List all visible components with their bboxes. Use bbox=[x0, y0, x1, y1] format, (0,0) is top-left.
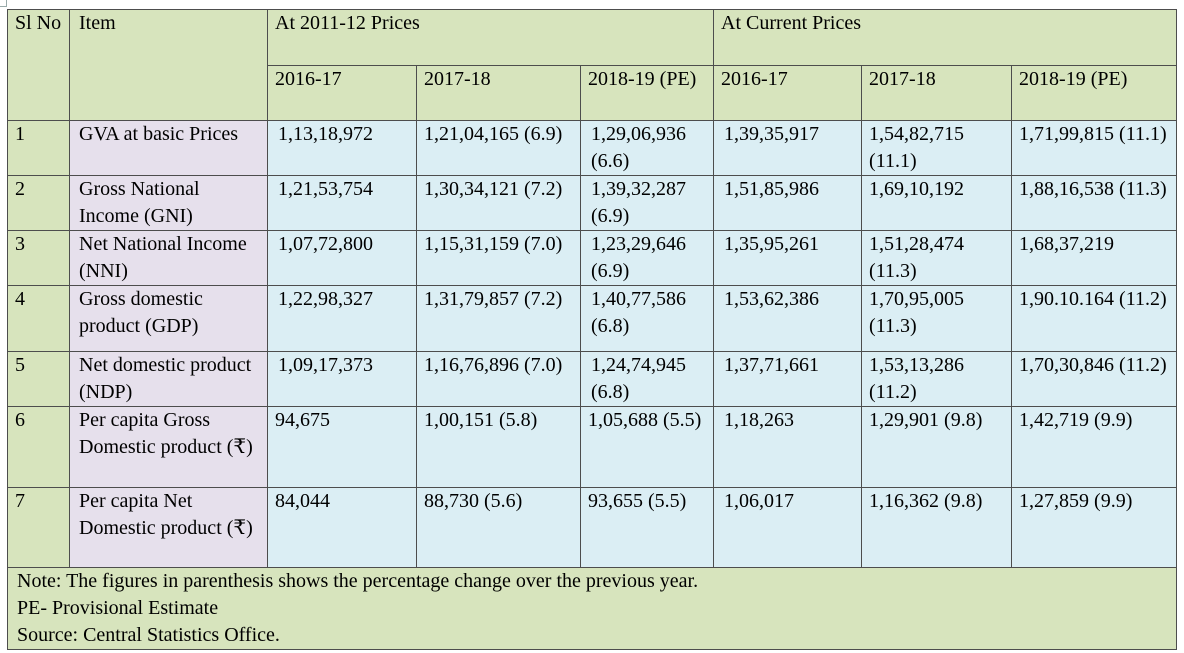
cell-value: 1,51,85,986 bbox=[713, 175, 863, 231]
cell-value: 1,90.10.164 (11.2) bbox=[1011, 285, 1178, 352]
cell-sl: 7 bbox=[7, 487, 70, 568]
cell-sl: 2 bbox=[7, 175, 70, 231]
header-year: 2017-18 bbox=[416, 65, 581, 121]
cell-item: Net domestic product (NDP) bbox=[69, 351, 268, 407]
cell-item: Gross domestic product (GDP) bbox=[69, 285, 268, 352]
cell-value: 1,42,719 (9.9) bbox=[1011, 406, 1178, 488]
cell-sl: 1 bbox=[7, 120, 70, 176]
cell-value: 1,70,30,846 (11.2) bbox=[1011, 351, 1178, 407]
corner-marker bbox=[0, 0, 7, 7]
cell-sl: 6 bbox=[7, 406, 70, 488]
cell-sl: 4 bbox=[7, 285, 70, 352]
header-row-groups: Sl No Item At 2011-12 Prices At Current … bbox=[7, 9, 1178, 121]
cell-value: 1,22,98,327 bbox=[267, 285, 417, 352]
cell-sl: 3 bbox=[7, 230, 70, 286]
table-row: 5 Net domestic product (NDP) 1,09,17,373… bbox=[7, 351, 1178, 407]
note-source: Source: Central Statistics Office. bbox=[17, 624, 280, 646]
note-text: Note: The figures in parenthesis shows t… bbox=[17, 570, 699, 592]
cell-value: 1,70,95,005 (11.3) bbox=[861, 285, 1013, 352]
cell-value: 1,13,18,972 bbox=[267, 120, 417, 176]
header-row-years: 2016-17 2017-18 2018-19 (PE) 2016-17 201… bbox=[8, 65, 1178, 121]
cell-value: 93,655 (5.5) bbox=[579, 487, 715, 568]
header-sl-no: Sl No bbox=[7, 9, 70, 121]
cell-value: 1,24,74,945 (6.8) bbox=[579, 351, 715, 407]
cell-item: Per capita Gross Domestic product (₹) bbox=[69, 406, 268, 488]
cell-value: 1,27,859 (9.9) bbox=[1011, 487, 1178, 568]
cell-value: 1,15,31,159 (7.0) bbox=[416, 230, 581, 286]
header-group-current: At Current Prices bbox=[713, 9, 1178, 66]
cell-value: 1,53,62,386 bbox=[713, 285, 863, 352]
table-row: 7 Per capita Net Domestic product (₹) 84… bbox=[7, 487, 1178, 568]
table-row: 3 Net National Income (NNI) 1,07,72,800 … bbox=[7, 230, 1178, 286]
table-row: 4 Gross domestic product (GDP) 1,22,98,3… bbox=[7, 285, 1178, 352]
cell-value: 1,31,79,857 (7.2) bbox=[416, 285, 581, 352]
header-group-constant: At 2011-12 Prices bbox=[266, 9, 715, 66]
cell-value: 1,39,32,287 (6.9) bbox=[579, 175, 715, 231]
cell-value: 1,88,16,538 (11.3) bbox=[1011, 175, 1178, 231]
cell-item: Net National Income (NNI) bbox=[69, 230, 268, 286]
cell-value: 1,16,76,896 (7.0) bbox=[416, 351, 581, 407]
cell-value: 1,71,99,815 (11.1) bbox=[1011, 120, 1178, 176]
cell-value: 1,06,017 bbox=[713, 487, 863, 568]
header-year: 2016-17 bbox=[713, 65, 863, 121]
table-row: 2 Gross National Income (GNI) 1,21,53,75… bbox=[7, 175, 1178, 231]
cell-value: 1,09,17,373 bbox=[267, 351, 417, 407]
header-year: 2016-17 bbox=[267, 65, 417, 121]
cell-value: 1,69,10,192 bbox=[861, 175, 1013, 231]
cell-value: 1,30,34,121 (7.2) bbox=[416, 175, 581, 231]
header-year: 2017-18 bbox=[861, 65, 1013, 121]
header-item: Item bbox=[69, 9, 268, 121]
cell-value: 88,730 (5.6) bbox=[416, 487, 581, 568]
cell-item: Gross National Income (GNI) bbox=[69, 175, 268, 231]
cell-value: 1,39,35,917 bbox=[713, 120, 863, 176]
note-provisional-estimate: PE- Provisional Estimate bbox=[17, 597, 219, 619]
cell-value: 1,00,151 (5.8) bbox=[416, 406, 581, 488]
cell-value: 1,18,263 bbox=[713, 406, 863, 488]
cell-value: 94,675 bbox=[267, 406, 417, 488]
cell-value: 1,29,901 (9.8) bbox=[861, 406, 1013, 488]
cell-value: 84,044 bbox=[267, 487, 417, 568]
cell-value: 1,40,77,586 (6.8) bbox=[579, 285, 715, 352]
cell-value: 1,05,688 (5.5) bbox=[579, 406, 715, 488]
cell-item: Per capita Net Domestic product (₹) bbox=[69, 487, 268, 568]
cell-item: GVA at basic Prices bbox=[69, 120, 268, 176]
header-year: 2018-19 (PE) bbox=[1011, 65, 1178, 121]
cell-value: 1,53,13,286 (11.2) bbox=[861, 351, 1013, 407]
table-row: 6 Per capita Gross Domestic product (₹) … bbox=[7, 406, 1178, 488]
table-row: 1 GVA at basic Prices 1,13,18,972 1,21,0… bbox=[7, 120, 1178, 176]
header-year: 2018-19 (PE) bbox=[579, 65, 715, 121]
cell-value: 1,68,37,219 bbox=[1011, 230, 1178, 286]
cell-value: 1,21,04,165 (6.9) bbox=[416, 120, 581, 176]
table-container: Sl No Item At 2011-12 Prices At Current … bbox=[6, 9, 1178, 650]
income-table: Sl No Item At 2011-12 Prices At Current … bbox=[6, 9, 1178, 650]
notes-row: Note: The figures in parenthesis shows t… bbox=[6, 567, 1178, 650]
cell-value: 1,35,95,261 bbox=[713, 230, 863, 286]
cell-value: 1,16,362 (9.8) bbox=[861, 487, 1013, 568]
cell-value: 1,29,06,936 (6.6) bbox=[579, 120, 715, 176]
cell-value: 1,23,29,646 (6.9) bbox=[579, 230, 715, 286]
cell-value: 1,51,28,474 (11.3) bbox=[861, 230, 1013, 286]
cell-sl: 5 bbox=[7, 351, 70, 407]
cell-value: 1,07,72,800 bbox=[267, 230, 417, 286]
cell-value: 1,21,53,754 bbox=[267, 175, 417, 231]
cell-value: 1,54,82,715 (11.1) bbox=[861, 120, 1013, 176]
cell-value: 1,37,71,661 bbox=[713, 351, 863, 407]
notes-cell: Note: The figures in parenthesis shows t… bbox=[6, 567, 1178, 650]
